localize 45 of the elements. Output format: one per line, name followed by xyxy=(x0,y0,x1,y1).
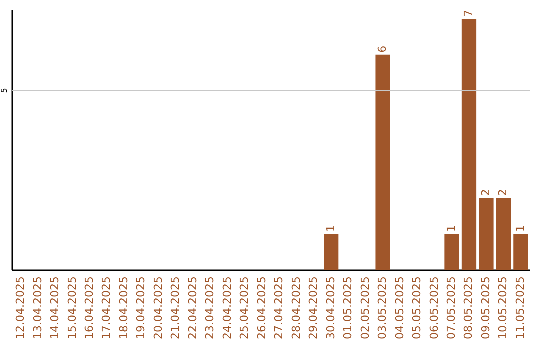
bar xyxy=(444,234,460,270)
data-label: 1 xyxy=(514,225,527,232)
data-label: 7 xyxy=(462,10,476,17)
x-tick-label: 30.04.2025 xyxy=(324,276,338,340)
bar xyxy=(324,234,339,270)
data-label: 2 xyxy=(479,189,492,196)
x-tick-label: 10.05.2025 xyxy=(496,276,510,340)
x-tick-label: 19.04.2025 xyxy=(134,276,148,340)
data-label: 1 xyxy=(445,225,458,232)
x-tick-label: 24.04.2025 xyxy=(220,276,234,340)
x-tick-label: 22.04.2025 xyxy=(186,276,200,340)
bar xyxy=(496,198,512,270)
x-tick-label: 09.05.2025 xyxy=(479,276,492,340)
x-tick-label: 07.05.2025 xyxy=(445,276,458,340)
x-tick-label: 17.04.2025 xyxy=(100,276,114,340)
data-label: 6 xyxy=(376,46,390,53)
x-tick-label: 06.05.2025 xyxy=(428,276,441,340)
x-tick-label: 29.04.2025 xyxy=(307,276,320,340)
x-tick-label: 15.04.2025 xyxy=(66,276,79,340)
x-tick-label: 04.05.2025 xyxy=(393,276,406,340)
x-tick-label: 27.04.2025 xyxy=(272,276,286,340)
x-tick-label: 20.04.2025 xyxy=(152,276,165,340)
x-tick-label: 01.05.2025 xyxy=(342,276,355,340)
data-label: 1 xyxy=(324,225,338,232)
data-label: 2 xyxy=(496,189,510,196)
x-tick-label: 23.04.2025 xyxy=(204,276,217,340)
x-tick-label: 21.04.2025 xyxy=(169,276,182,340)
bar xyxy=(376,54,390,270)
bar xyxy=(514,234,528,270)
x-tick-label: 26.04.2025 xyxy=(255,276,268,340)
x-tick-label: 18.04.2025 xyxy=(117,276,130,340)
bar xyxy=(479,198,494,270)
x-tick-label: 25.04.2025 xyxy=(238,276,252,340)
x-tick-label: 16.04.2025 xyxy=(83,276,96,340)
x-tick-label: 14.04.2025 xyxy=(48,276,62,340)
x-tick-label: 05.05.2025 xyxy=(410,276,424,340)
bar xyxy=(462,18,477,270)
x-tick-label: 28.04.2025 xyxy=(290,276,303,340)
x-tick-label: 03.05.2025 xyxy=(376,276,390,340)
x-tick-label: 02.05.2025 xyxy=(358,276,372,340)
ref-line-label: 5 xyxy=(0,88,9,94)
x-tick-label: 13.04.2025 xyxy=(31,276,44,340)
x-tick-label: 12.04.2025 xyxy=(14,276,28,340)
x-tick-label: 11.05.2025 xyxy=(514,276,527,340)
x-tick-label: 08.05.2025 xyxy=(462,276,476,340)
